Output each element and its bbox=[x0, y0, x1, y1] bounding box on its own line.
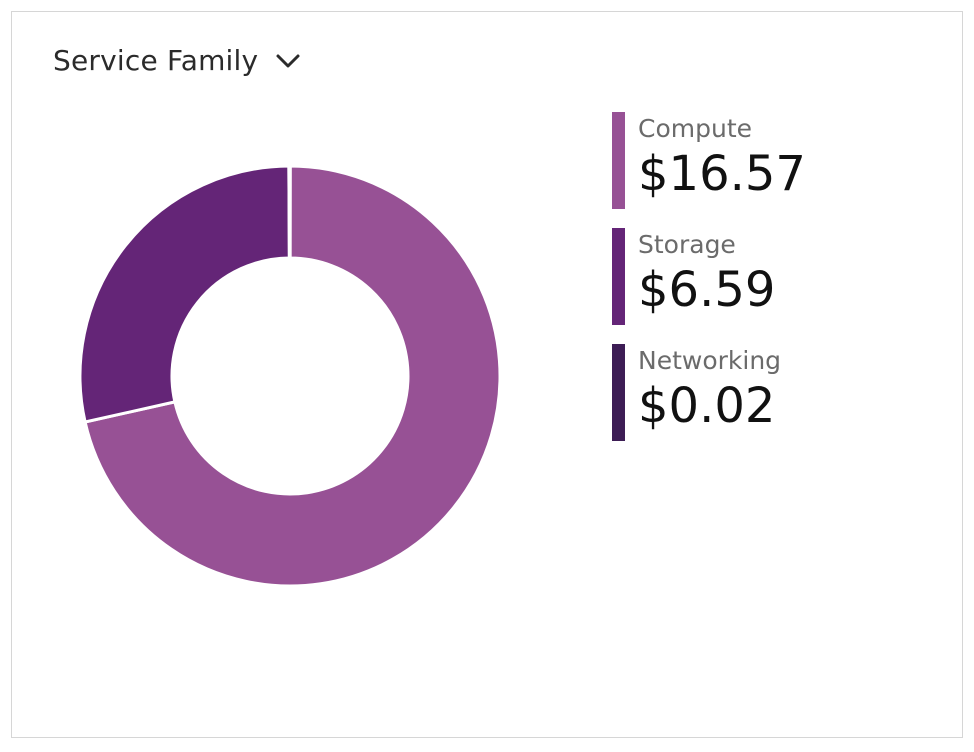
legend-value-networking: $0.02 bbox=[638, 378, 776, 434]
legend-swatch-storage bbox=[612, 228, 625, 325]
service-family-label: Service Family bbox=[53, 44, 259, 77]
chevron-down-icon bbox=[276, 54, 300, 67]
service-family-dropdown[interactable]: Service Family bbox=[53, 44, 302, 77]
donut-slice-storage[interactable] bbox=[80, 166, 291, 424]
donut-slice-compute[interactable] bbox=[83, 166, 500, 586]
service-family-donut-chart bbox=[80, 166, 500, 586]
legend-item-compute[interactable]: Compute $16.57 bbox=[612, 112, 942, 209]
legend-label-networking: Networking bbox=[638, 346, 782, 375]
legend-label-compute: Compute bbox=[638, 114, 753, 143]
chart-legend: Compute $16.57 Storage $6.59 Networking … bbox=[612, 112, 942, 460]
donut-slice-networking[interactable] bbox=[287, 166, 292, 260]
legend-swatch-networking bbox=[612, 344, 625, 441]
legend-value-storage: $6.59 bbox=[638, 262, 776, 318]
legend-swatch-compute bbox=[612, 112, 625, 209]
legend-value-compute: $16.57 bbox=[638, 146, 806, 202]
legend-item-storage[interactable]: Storage $6.59 bbox=[612, 228, 942, 325]
legend-label-storage: Storage bbox=[638, 230, 736, 259]
legend-item-networking[interactable]: Networking $0.02 bbox=[612, 344, 942, 441]
